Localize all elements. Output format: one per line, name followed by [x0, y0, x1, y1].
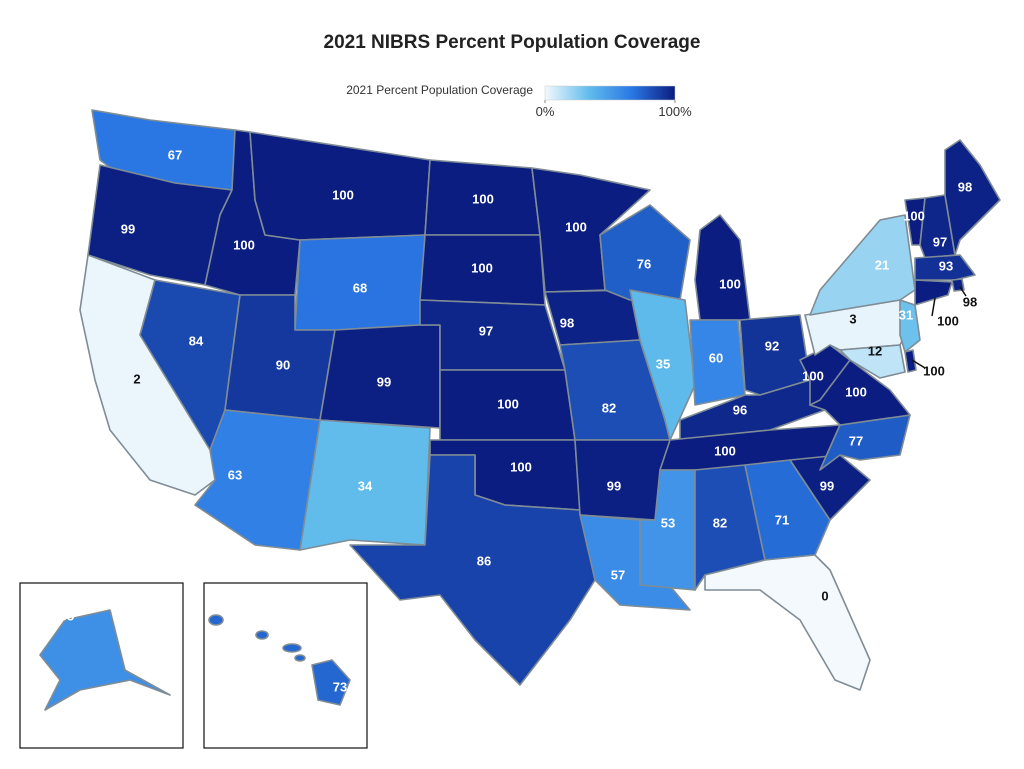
region-label: 84: [189, 333, 204, 348]
legend-title: 2021 Percent Population Coverage: [346, 83, 533, 97]
region: [694, 214, 751, 321]
region-label: 100: [845, 384, 867, 399]
region-label: 73: [333, 679, 347, 694]
region-label: 100: [719, 276, 741, 291]
region-label: 100: [937, 313, 959, 328]
region-label: 71: [775, 512, 789, 527]
region-label: 99: [121, 221, 135, 236]
region-label: 98: [963, 294, 977, 309]
leader-line: [959, 286, 967, 297]
leader-line: [931, 297, 936, 317]
region-label: 90: [276, 357, 290, 372]
region-label: 99: [607, 478, 621, 493]
region: [789, 454, 871, 521]
region-label: 67: [168, 147, 182, 162]
region-label: 3: [849, 311, 856, 326]
region-label: 57: [611, 567, 625, 582]
region-label: 12: [868, 343, 882, 358]
hawaii-inset: [203, 582, 368, 749]
alaska-inset: [19, 582, 184, 749]
region: [349, 454, 596, 686]
region-label: 34: [358, 478, 373, 493]
region-label: 100: [923, 363, 945, 378]
region-part: [282, 643, 302, 653]
map-title: 2021 NIBRS Percent Population Coverage: [324, 32, 701, 53]
region-label: 99: [377, 374, 391, 389]
labels: 67 99 2 84 100 100 68 90 99 63 34 100 100 97 100 100 86 1…: [60, 147, 977, 694]
region-label: 55: [60, 608, 74, 623]
leader-line: [911, 359, 926, 369]
region: [744, 459, 831, 561]
region: [704, 554, 871, 691]
region-label: 60: [709, 350, 723, 365]
region-label: 76: [637, 256, 651, 271]
region-label: 21: [875, 257, 889, 272]
region-label: 100: [565, 219, 587, 234]
region-label: 98: [958, 179, 972, 194]
region-label: 96: [733, 402, 747, 417]
region-part: [208, 614, 224, 626]
regions: [39, 109, 1001, 711]
region: [944, 139, 1001, 256]
region-label: 77: [849, 433, 863, 448]
leader-lines: [911, 286, 967, 369]
region-label: 100: [802, 368, 824, 383]
region-label: 86: [477, 553, 491, 568]
region-label: 31: [899, 307, 913, 322]
region: [904, 349, 917, 373]
region-label: 98: [560, 315, 574, 330]
region: [249, 131, 431, 241]
region-label: 53: [661, 515, 675, 530]
region-label: 100: [497, 396, 519, 411]
region: [914, 279, 953, 306]
region-label: 93: [939, 258, 953, 273]
region-label: 100: [332, 187, 354, 202]
region: [299, 419, 431, 551]
region-label: 100: [510, 459, 532, 474]
region: [39, 609, 171, 711]
region-label: 92: [765, 338, 779, 353]
region-part: [294, 654, 306, 662]
region-label: 82: [713, 515, 727, 530]
region: [839, 344, 906, 379]
region-label: 100: [471, 260, 493, 275]
region-label: 68: [353, 280, 367, 295]
region-label: 97: [479, 323, 493, 338]
region-label: 2: [133, 371, 140, 386]
region-label: 0: [821, 588, 828, 603]
region-part: [255, 630, 269, 640]
legend-tick-label: 100%: [658, 104, 692, 119]
legend-tick-label: 0%: [536, 104, 555, 119]
region-label: 97: [933, 234, 947, 249]
region-label: 82: [602, 400, 616, 415]
region-label: 100: [233, 237, 255, 252]
region: [914, 254, 976, 281]
region: [899, 299, 921, 353]
region-label: 100: [714, 443, 736, 458]
region-label: 100: [903, 208, 925, 223]
region-label: 99: [820, 478, 834, 493]
region-label: 100: [472, 191, 494, 206]
region: [311, 659, 351, 706]
region-label: 63: [228, 467, 242, 482]
legend-gradient: [544, 85, 676, 101]
region-label: 35: [656, 356, 670, 371]
